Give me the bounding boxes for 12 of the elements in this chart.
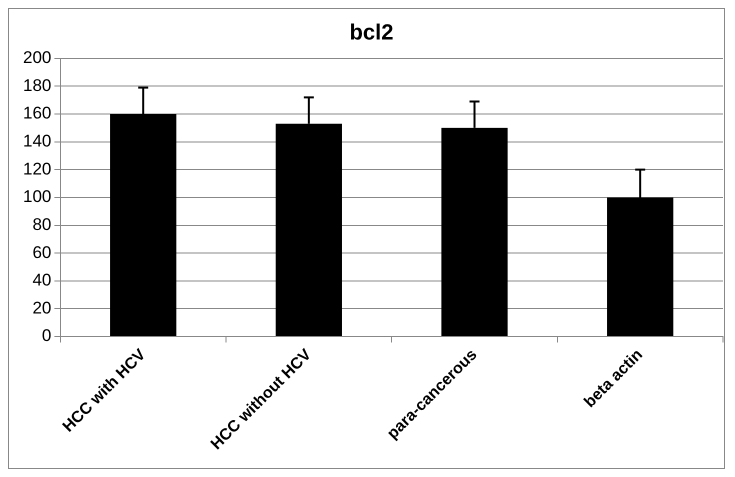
y-tick-label: 160 [22,104,52,123]
y-tick-label: 200 [22,48,52,68]
y-tick-label: 140 [22,132,52,151]
y-tick-label: 120 [22,159,52,178]
chart-title: bcl2 [349,19,394,44]
y-tick-label: 80 [32,214,52,234]
y-tick-label: 180 [22,76,52,95]
y-tick-label: 100 [22,187,52,206]
y-tick-label: 60 [32,242,52,262]
y-tick-label: 0 [42,326,52,346]
y-tick-label: 40 [32,270,52,290]
y-tick-label: 20 [32,298,52,318]
